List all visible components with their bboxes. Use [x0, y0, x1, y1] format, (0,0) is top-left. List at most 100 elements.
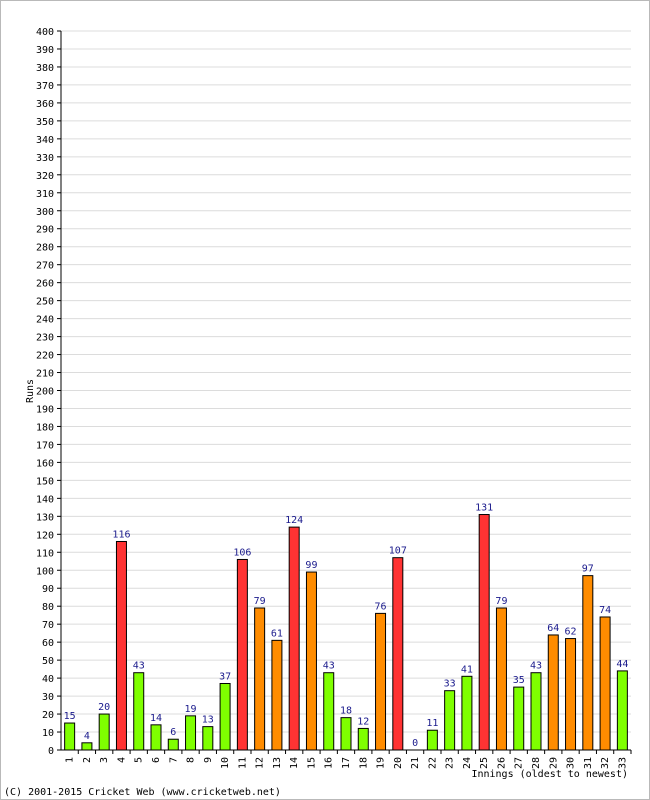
y-tick-label: 250: [36, 297, 54, 308]
y-tick-label: 390: [36, 45, 54, 56]
bar-value-label: 107: [389, 546, 407, 557]
y-tick-label: 160: [36, 458, 54, 469]
x-tick-label: 14: [289, 757, 300, 769]
x-tick-label: 20: [393, 757, 404, 769]
bar: [115, 540, 127, 751]
bar: [81, 742, 93, 751]
x-tick-label: 10: [220, 757, 231, 769]
bar: [323, 672, 335, 751]
bar: [495, 607, 507, 751]
x-tick-label: 1: [65, 757, 76, 763]
bar: [478, 514, 490, 751]
y-tick-label: 10: [42, 728, 54, 739]
bar-value-label: 43: [133, 661, 145, 672]
y-tick-label: 60: [42, 638, 54, 649]
bar: [565, 638, 577, 751]
y-tick-label: 370: [36, 81, 54, 92]
y-tick-label: 140: [36, 494, 54, 505]
bar-value-label: 124: [285, 515, 303, 526]
bar: [271, 639, 283, 751]
x-tick-label: 9: [203, 757, 214, 763]
bar-value-label: 33: [444, 679, 456, 690]
bar-value-label: 43: [530, 661, 542, 672]
bar: [202, 726, 214, 751]
bar-value-label: 20: [98, 702, 110, 713]
y-tick-label: 270: [36, 261, 54, 272]
bar-value-label: 6: [170, 727, 176, 738]
x-tick-label: 5: [134, 757, 145, 763]
bar-value-label: 15: [64, 711, 76, 722]
bar-value-label: 43: [323, 661, 335, 672]
y-tick-label: 80: [42, 602, 54, 613]
bar: [185, 715, 197, 751]
y-tick-label: 40: [42, 674, 54, 685]
y-tick-label: 210: [36, 369, 54, 380]
bar-value-label: 64: [547, 623, 559, 634]
x-tick-label: 29: [548, 757, 559, 769]
bar-value-label: 18: [340, 706, 352, 717]
x-tick-label: 13: [272, 757, 283, 769]
bar: [64, 722, 76, 751]
bar: [219, 682, 231, 751]
y-axis-ticks: 0 10 20 30 40 50 60 70 80 90 100 110 120 130 140 150 160…: [36, 27, 61, 757]
bar-value-label: 35: [513, 675, 525, 686]
x-tick-label: 12: [255, 757, 266, 769]
y-tick-label: 220: [36, 351, 54, 362]
y-tick-label: 230: [36, 333, 54, 344]
y-tick-label: 350: [36, 117, 54, 128]
bar-value-label: 116: [112, 529, 130, 540]
y-tick-label: 290: [36, 225, 54, 236]
y-tick-label: 150: [36, 476, 54, 487]
x-tick-label: 23: [445, 757, 456, 769]
y-tick-label: 320: [36, 171, 54, 182]
bar-value-label: 19: [185, 704, 197, 715]
bar-value-label: 4: [84, 731, 90, 742]
bar: [530, 672, 542, 751]
x-tick-label: 19: [376, 757, 387, 769]
bar-value-label: 62: [565, 627, 577, 638]
bar-value-label: 12: [357, 716, 369, 727]
y-tick-label: 310: [36, 189, 54, 200]
bar: [547, 634, 559, 751]
x-tick-label: 7: [168, 757, 179, 763]
x-tick-label: 2: [82, 757, 93, 763]
x-tick-label: 30: [566, 757, 577, 769]
y-tick-label: 70: [42, 620, 54, 631]
bar: [236, 558, 248, 751]
bar: [426, 729, 438, 751]
bar: [305, 571, 317, 751]
bar-value-label: 61: [271, 628, 283, 639]
y-tick-label: 20: [42, 710, 54, 721]
y-axis-title: Runs: [25, 379, 36, 403]
x-tick-label: 17: [341, 757, 352, 769]
x-tick-label: 6: [151, 757, 162, 763]
bar-value-label: 41: [461, 664, 473, 675]
y-tick-label: 120: [36, 530, 54, 541]
bar: [288, 526, 300, 751]
bar-value-label: 106: [233, 547, 251, 558]
y-tick-label: 340: [36, 135, 54, 146]
bar-value-label: 0: [412, 738, 418, 749]
bar: [461, 675, 473, 751]
x-tick-label: 16: [324, 757, 335, 769]
bar-value-label: 74: [599, 605, 611, 616]
y-tick-label: 0: [48, 746, 54, 757]
x-tick-label: 3: [99, 757, 110, 763]
bar-value-label: 44: [616, 659, 628, 670]
bar: [599, 616, 611, 751]
y-tick-label: 240: [36, 315, 54, 326]
y-tick-label: 400: [36, 27, 54, 38]
y-tick-label: 170: [36, 440, 54, 451]
bar: [357, 727, 369, 751]
bars: [64, 514, 628, 751]
y-tick-label: 200: [36, 387, 54, 398]
x-tick-label: 21: [410, 757, 421, 769]
bar-value-labels: 15 4 20 116 43 14 6 19 13 37 106 79 61 124 99 43 18 12 76 1…: [64, 503, 629, 749]
y-tick-label: 360: [36, 99, 54, 110]
bar: [513, 686, 525, 751]
y-tick-label: 100: [36, 566, 54, 577]
y-tick-label: 110: [36, 548, 54, 559]
bar: [133, 672, 145, 751]
y-tick-label: 330: [36, 153, 54, 164]
